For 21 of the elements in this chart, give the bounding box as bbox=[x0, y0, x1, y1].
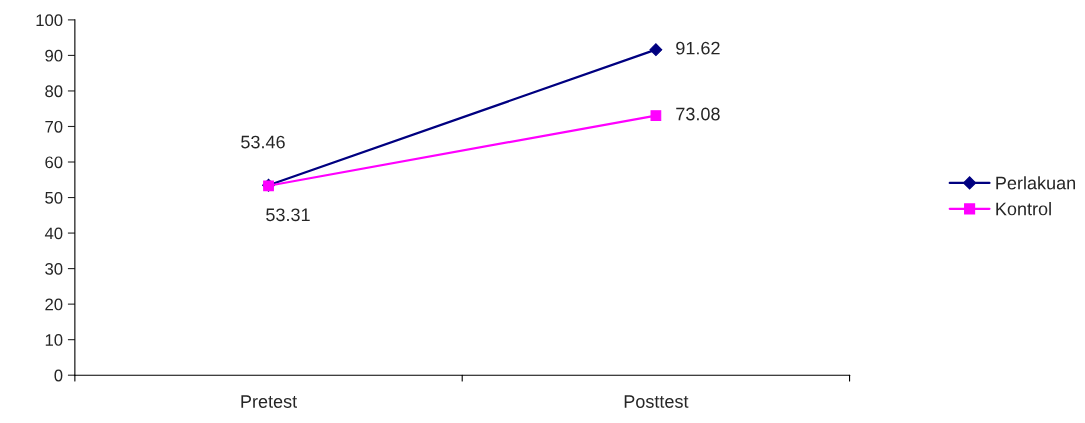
x-tick-label: Pretest bbox=[241, 395, 298, 408]
data-label: 73.08 bbox=[676, 107, 720, 121]
data-label: 53.46 bbox=[241, 135, 285, 149]
legend-label: Kontrol bbox=[996, 202, 1051, 216]
y-tick-label: 30 bbox=[45, 263, 63, 275]
point bbox=[650, 110, 662, 121]
y-tick-label: 50 bbox=[45, 191, 63, 204]
y-tick-label: 90 bbox=[45, 49, 63, 62]
legend-label: Perlakuan bbox=[996, 176, 1076, 190]
data-label: 91.62 bbox=[676, 41, 720, 55]
y-tick-label: 70 bbox=[45, 120, 63, 133]
y-tick-label: 0 bbox=[54, 369, 63, 382]
y-tick-label: 10 bbox=[45, 334, 63, 346]
y-tick-label: 60 bbox=[45, 156, 63, 169]
x-tick-label: Posttest bbox=[624, 395, 689, 408]
y-tick-label: 20 bbox=[45, 298, 63, 311]
point bbox=[649, 43, 663, 57]
y-tick-label: 80 bbox=[45, 85, 63, 98]
y-tick-label: 100 bbox=[36, 14, 63, 27]
y-tick-label: 40 bbox=[44, 227, 63, 240]
data-label: 53.31 bbox=[266, 208, 310, 222]
